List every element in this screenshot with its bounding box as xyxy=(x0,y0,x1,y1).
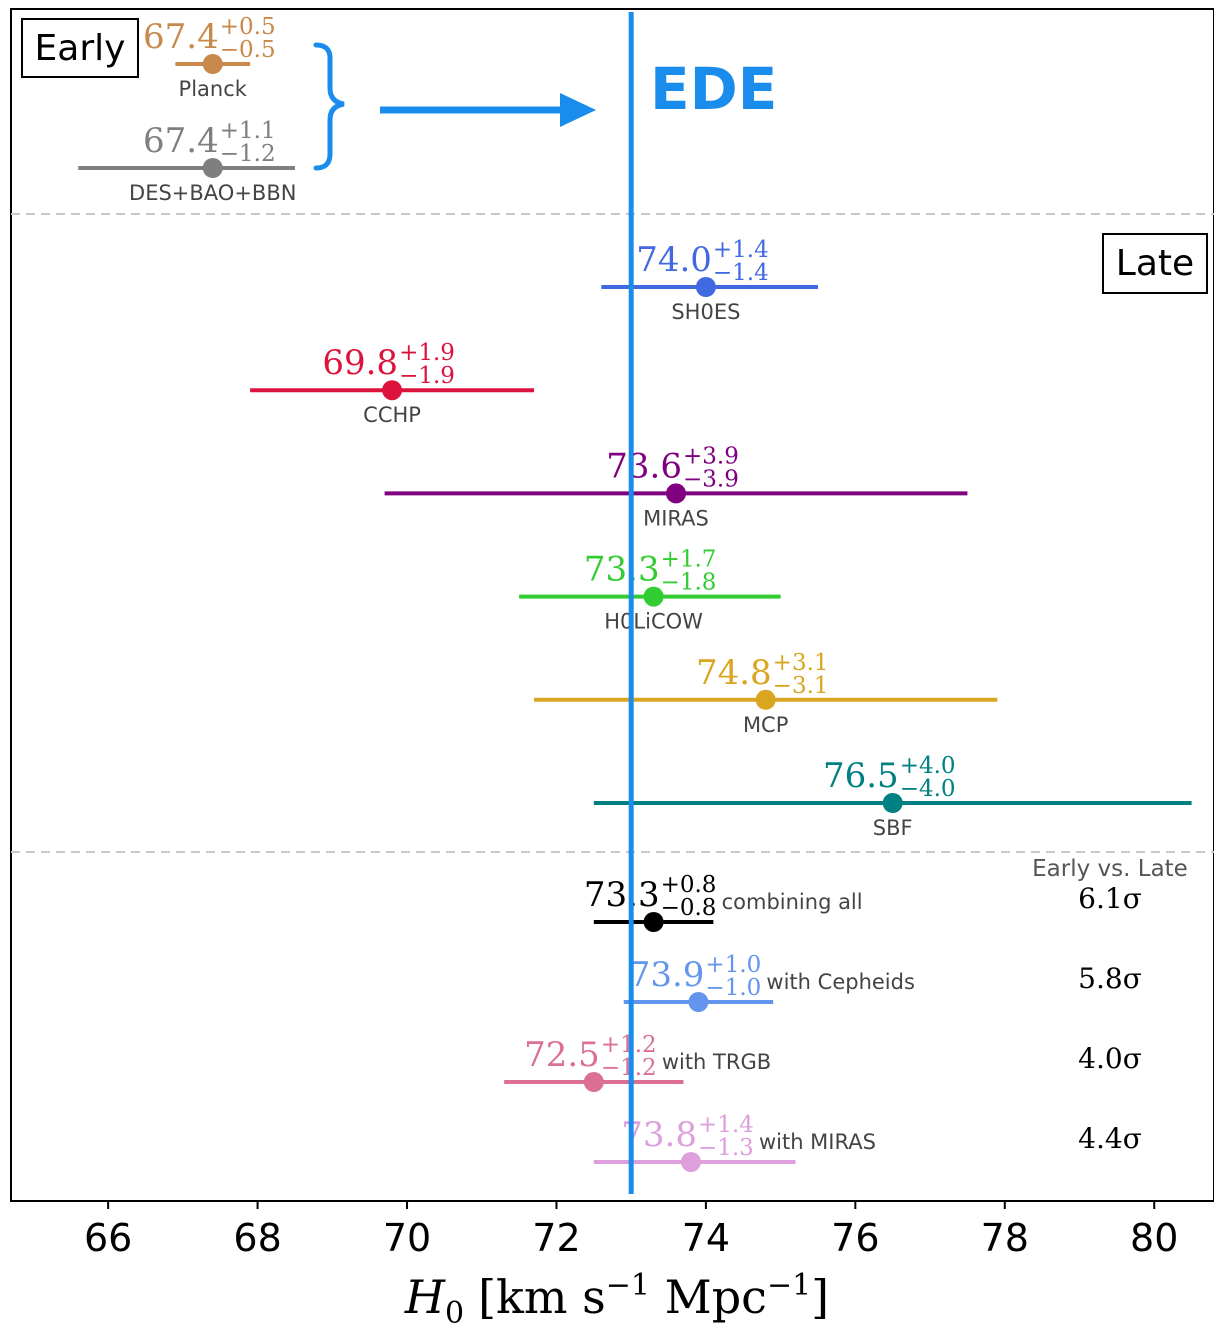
measurement-with-miras: 73.8 +1.4−1.3 with MIRAS 4.4σ xyxy=(593,1112,1142,1172)
label-with-cepheids: with Cepheids xyxy=(766,970,914,994)
measurement-cchp: 69.8 +1.9−1.9 CCHP xyxy=(250,340,535,427)
label-mcp: MCP xyxy=(743,713,788,737)
label-with-trgb: with TRGB xyxy=(662,1050,771,1074)
sigma-with-trgb: 4.0σ xyxy=(1078,1042,1142,1075)
point-miras xyxy=(666,483,687,504)
point-with-miras xyxy=(680,1152,701,1172)
value-h0licow: 73.3 xyxy=(584,550,660,590)
plus-err-combining-all: +0.8 xyxy=(661,872,717,898)
measurement-with-cepheids: 73.9 +1.0−1.0 with Cepheids 5.8σ xyxy=(623,952,1142,1012)
measurement-mcp: 74.8 +3.1−3.1 MCP xyxy=(534,650,998,737)
minus-err-miras: −3.9 xyxy=(683,466,739,492)
x-tick-label-68: 68 xyxy=(233,1216,281,1260)
plus-err-mcp: +3.1 xyxy=(773,650,829,676)
x-tick-label-78: 78 xyxy=(981,1216,1029,1260)
comparison-header: Early vs. Late xyxy=(1032,856,1188,882)
measurement-sh0es: 74.0 +1.4−1.4 SH0ES xyxy=(601,237,818,324)
measurement-h0licow: 73.3 +1.7−1.8 H0LiCOW xyxy=(519,547,781,634)
label-planck: Planck xyxy=(179,77,248,101)
measurement-planck: 67.4 +0.5−0.5 Planck xyxy=(143,14,276,101)
minus-err-mcp: −3.1 xyxy=(773,673,829,699)
ede-label: EDE xyxy=(650,55,777,123)
minus-err-sh0es: −1.4 xyxy=(713,260,769,286)
sigma-with-cepheids: 5.8σ xyxy=(1078,962,1142,995)
minus-err-sbf: −4.0 xyxy=(900,776,956,802)
label-combining-all: combining all xyxy=(722,890,863,914)
early-section-label: Early xyxy=(21,18,139,78)
ede-arrow-head xyxy=(560,93,596,127)
value-mcp: 74.8 xyxy=(696,653,772,693)
value-sbf: 76.5 xyxy=(823,756,899,796)
value-sh0es: 74.0 xyxy=(636,240,712,280)
value-cchp: 69.8 xyxy=(322,343,398,383)
early-label-text: Early xyxy=(35,28,126,69)
minus-err-cchp: −1.9 xyxy=(399,363,455,389)
label-miras: MIRAS xyxy=(643,506,709,530)
point-sbf xyxy=(882,793,903,813)
value-planck: 67.4 xyxy=(143,17,219,57)
label-des-bao-bbn: DES+BAO+BBN xyxy=(129,181,296,205)
point-h0licow xyxy=(643,586,664,607)
measurement-combining-all: 73.3 +0.8−0.8 combining all 6.1σ xyxy=(584,872,1142,932)
measurement-des-bao-bbn: 67.4 +1.1−1.2 DES+BAO+BBN xyxy=(78,118,296,205)
label-sh0es: SH0ES xyxy=(671,300,740,324)
x-axis-label: H0 [km s−1 Mpc−1] xyxy=(404,1268,829,1327)
point-sh0es xyxy=(695,277,716,297)
plus-err-planck: +0.5 xyxy=(220,14,276,40)
label-h0licow: H0LiCOW xyxy=(604,610,703,634)
label-sbf: SBF xyxy=(873,816,913,840)
value-with-miras: 73.8 xyxy=(621,1115,697,1155)
minus-err-with-cepheids: −1.0 xyxy=(705,975,761,1001)
point-cchp xyxy=(382,380,403,401)
x-tick-label-66: 66 xyxy=(84,1216,132,1260)
value-miras: 73.6 xyxy=(606,446,682,486)
value-with-trgb: 72.5 xyxy=(524,1035,600,1075)
plus-err-sbf: +4.0 xyxy=(900,753,956,779)
point-planck xyxy=(202,54,223,74)
minus-err-planck: −0.5 xyxy=(220,37,276,63)
minus-err-combining-all: −0.8 xyxy=(661,895,717,921)
sigma-combining-all: 6.1σ xyxy=(1078,882,1142,915)
minus-err-with-miras: −1.3 xyxy=(698,1135,754,1161)
x-tick-label-72: 72 xyxy=(532,1216,580,1260)
point-mcp xyxy=(755,689,776,710)
x-tick-label-74: 74 xyxy=(682,1216,730,1260)
value-des-bao-bbn: 67.4 xyxy=(143,121,219,161)
point-des-bao-bbn xyxy=(202,158,223,178)
plus-err-sh0es: +1.4 xyxy=(713,237,769,263)
plot-frame xyxy=(10,8,1214,1202)
late-label-text: Late xyxy=(1116,243,1194,284)
plus-err-des-bao-bbn: +1.1 xyxy=(220,118,276,144)
measurement-sbf: 76.5 +4.0−4.0 SBF xyxy=(593,753,1192,840)
minus-err-des-bao-bbn: −1.2 xyxy=(220,141,276,167)
point-with-cepheids xyxy=(688,992,709,1012)
point-with-trgb xyxy=(583,1072,604,1092)
value-combining-all: 73.3 xyxy=(584,875,660,915)
plus-err-with-miras: +1.4 xyxy=(698,1112,754,1138)
point-combining-all xyxy=(643,912,664,932)
plus-err-with-cepheids: +1.0 xyxy=(705,952,761,978)
plus-err-h0licow: +1.7 xyxy=(661,547,717,573)
x-tick-label-70: 70 xyxy=(383,1216,431,1260)
late-section-label: Late xyxy=(1102,233,1208,294)
plus-err-miras: +3.9 xyxy=(683,443,739,469)
label-cchp: CCHP xyxy=(363,403,421,427)
x-tick-label-80: 80 xyxy=(1130,1216,1178,1260)
measurement-miras: 73.6 +3.9−3.9 MIRAS xyxy=(384,443,968,530)
sigma-with-miras: 4.4σ xyxy=(1078,1122,1142,1155)
early-group-brace xyxy=(313,42,345,171)
minus-err-h0licow: −1.8 xyxy=(661,570,717,596)
plus-err-cchp: +1.9 xyxy=(399,340,455,366)
x-tick-label-76: 76 xyxy=(831,1216,879,1260)
label-with-miras: with MIRAS xyxy=(759,1130,876,1154)
value-with-cepheids: 73.9 xyxy=(629,955,705,995)
